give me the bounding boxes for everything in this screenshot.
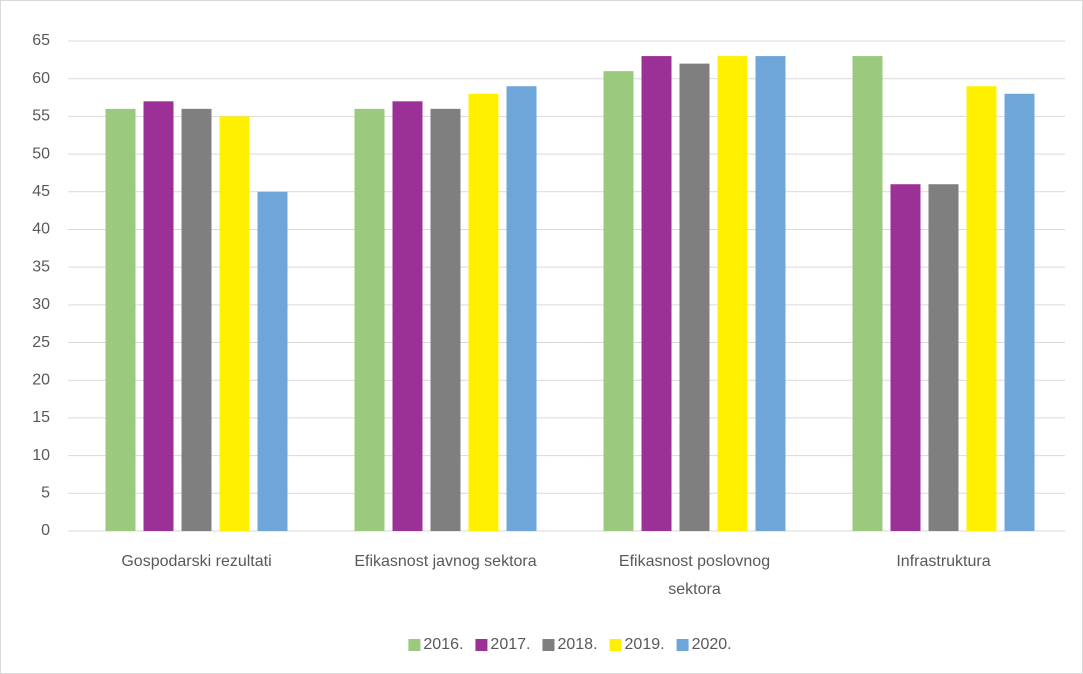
- legend-label: 2018.: [557, 636, 597, 653]
- x-tick-label-box: Efikasnost poslovnog sektora: [618, 553, 771, 598]
- x-tick-label: Efikasnost javnog sektora: [354, 553, 537, 570]
- y-tick-label: 0: [41, 522, 50, 539]
- legend-label: 2019.: [625, 636, 665, 653]
- bar: [755, 56, 786, 531]
- bar: [468, 93, 499, 532]
- legend-swatch: [475, 639, 488, 651]
- y-tick-label: 5: [41, 485, 50, 502]
- bar: [506, 86, 537, 531]
- legend-label: 2020.: [692, 636, 732, 653]
- x-tick-label: Infrastruktura: [896, 553, 991, 570]
- legend-swatch: [676, 639, 689, 651]
- bar: [717, 56, 748, 531]
- x-tick-label: Efikasnost poslovnog sektora: [618, 553, 771, 598]
- legend-swatch: [609, 639, 622, 651]
- bar: [603, 71, 634, 532]
- bar: [257, 191, 288, 531]
- y-tick-label: 50: [32, 145, 50, 162]
- bar: [641, 56, 672, 531]
- y-tick-label: 65: [32, 32, 50, 49]
- bar: [890, 184, 921, 531]
- y-tick-label: 40: [32, 221, 50, 238]
- y-tick-label: 20: [32, 371, 50, 388]
- bar: [966, 86, 997, 531]
- bar: [928, 184, 959, 531]
- x-tick-label-box: Gospodarski rezultati: [121, 553, 272, 570]
- y-tick-label: 45: [32, 183, 50, 200]
- y-tick-label: 15: [32, 409, 50, 426]
- bar: [392, 101, 423, 532]
- y-tick-label: 35: [32, 258, 50, 275]
- x-tick-label-box: Infrastruktura: [896, 553, 991, 570]
- bar: [143, 101, 174, 532]
- bar: [1004, 93, 1035, 532]
- bar: [219, 116, 250, 531]
- bar: [181, 108, 212, 531]
- legend-label: 2016.: [423, 636, 463, 653]
- legend: 2016. 2017. 2018. 2019. 2020.: [408, 636, 732, 653]
- bar: [105, 108, 136, 531]
- x-tick-label: Gospodarski rezultati: [121, 553, 272, 570]
- bar: [679, 63, 710, 531]
- y-tick-label: 55: [32, 108, 50, 125]
- legend-swatch: [542, 639, 555, 651]
- bar: [430, 108, 461, 531]
- bar: [852, 56, 883, 531]
- y-tick-label: 10: [32, 447, 50, 464]
- bar: [354, 108, 385, 531]
- x-tick-label-box: Efikasnost javnog sektora: [354, 553, 537, 570]
- legend-swatch: [408, 639, 421, 651]
- legend-label: 2017.: [490, 636, 530, 653]
- y-tick-label: 25: [32, 334, 50, 351]
- y-tick-label: 60: [32, 70, 50, 87]
- y-tick-label: 30: [32, 296, 50, 313]
